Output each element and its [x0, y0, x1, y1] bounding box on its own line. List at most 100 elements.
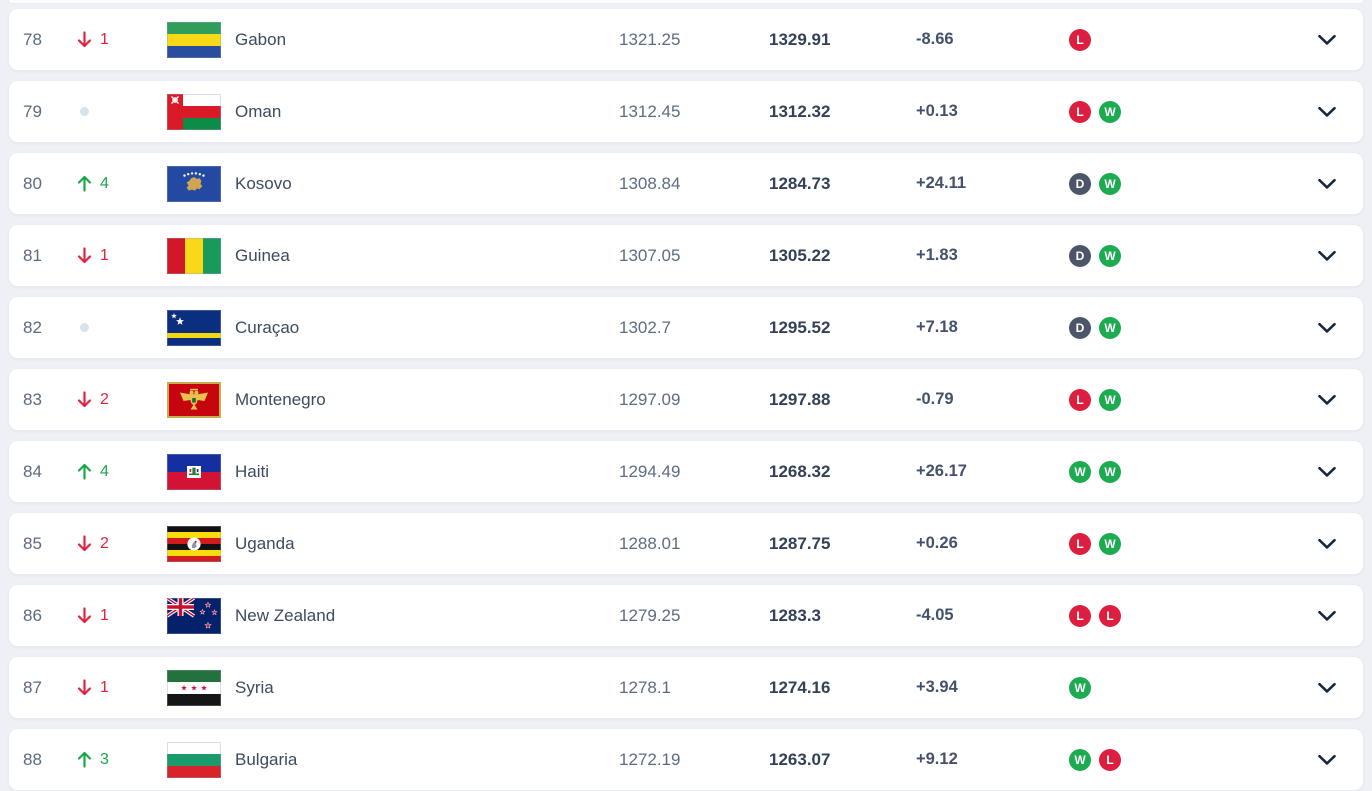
result-badge-l: L [1069, 100, 1091, 123]
movement-value: 2 [100, 534, 109, 552]
expand-row [1305, 679, 1349, 697]
current-points: 1308.84 [619, 173, 681, 193]
expand-row-button[interactable] [1314, 463, 1340, 481]
country-flag [167, 741, 221, 778]
previous-points: 1284.73 [769, 173, 831, 193]
rank-movement: 4 [77, 463, 167, 481]
rank-movement: 1 [77, 607, 167, 625]
previous-points: 1268.32 [769, 461, 831, 481]
movement-icon-slot [77, 463, 95, 480]
movement-icon-slot [77, 751, 95, 768]
expand-row [1305, 391, 1349, 409]
previous-points: 1305.22 [769, 245, 831, 265]
country-name: Haiti [235, 461, 270, 481]
rank-movement: 2 [77, 535, 167, 553]
chevron-down-icon [1318, 682, 1336, 693]
table-row[interactable]: 87 1 Syria 1278.1 1274.16 +3.94 W [8, 656, 1364, 719]
rank-value: 82 [23, 317, 42, 337]
curacao-flag-icon [167, 309, 221, 346]
country-name: New Zealand [235, 605, 336, 625]
country-name: Uganda [235, 533, 295, 553]
oman-flag-icon [167, 93, 221, 130]
rank-movement: 3 [77, 751, 167, 769]
result-badge-w: W [1099, 316, 1121, 339]
expand-row [1305, 247, 1349, 265]
points-change: +0.26 [916, 534, 958, 552]
expand-row [1305, 535, 1349, 553]
rank-movement [77, 323, 167, 332]
chevron-down-icon [1318, 466, 1336, 477]
points-change: +9.12 [916, 750, 958, 768]
current-points: 1288.01 [619, 533, 681, 553]
country-name: Guinea [235, 245, 290, 265]
country-name: Syria [235, 677, 274, 697]
chevron-down-icon [1318, 610, 1336, 621]
expand-row-button[interactable] [1314, 319, 1340, 337]
result-badge-w: W [1099, 244, 1121, 267]
no-change-dot-icon [80, 323, 89, 332]
chevron-down-icon [1318, 538, 1336, 549]
movement-value: 1 [100, 246, 109, 264]
arrow-down-icon [77, 31, 92, 48]
no-change-dot-icon [80, 107, 89, 116]
movement-value: 1 [100, 30, 109, 48]
expand-row [1305, 607, 1349, 625]
recent-results: L [1069, 28, 1305, 51]
rank-value: 81 [23, 245, 42, 265]
expand-row-button[interactable] [1314, 175, 1340, 193]
result-badge-l: L [1099, 604, 1121, 627]
rank-value: 87 [23, 677, 42, 697]
expand-row-button[interactable] [1314, 535, 1340, 553]
movement-icon-slot [77, 107, 95, 116]
expand-row-button[interactable] [1314, 31, 1340, 49]
expand-row-button[interactable] [1314, 103, 1340, 121]
table-row[interactable]: 78 1 Gabon 1321.25 1329.91 -8.66 L [8, 8, 1364, 71]
expand-row-button[interactable] [1314, 751, 1340, 769]
country-flag [167, 525, 221, 562]
arrow-up-icon [77, 175, 92, 192]
chevron-down-icon [1318, 106, 1336, 117]
arrow-up-icon [77, 463, 92, 480]
country-flag [167, 381, 221, 418]
expand-row-button[interactable] [1314, 391, 1340, 409]
expand-row [1305, 175, 1349, 193]
expand-row-button[interactable] [1314, 607, 1340, 625]
expand-row [1305, 319, 1349, 337]
previous-points: 1274.16 [769, 677, 831, 697]
country-flag [167, 165, 221, 202]
points-change: +26.17 [916, 462, 967, 480]
country-name: Gabon [235, 29, 287, 49]
result-badge-w: W [1069, 460, 1091, 483]
rank-value: 80 [23, 173, 42, 193]
arrow-down-icon [77, 535, 92, 552]
result-badge-w: W [1099, 172, 1121, 195]
gabon-flag-icon [167, 21, 221, 58]
country-flag [167, 309, 221, 346]
country-flag [167, 21, 221, 58]
chevron-down-icon [1318, 322, 1336, 333]
partial-row-above [8, 0, 1364, 4]
country-name: Kosovo [235, 173, 292, 193]
result-badge-w: W [1099, 460, 1121, 483]
current-points: 1312.45 [619, 101, 681, 121]
result-badge-w: W [1099, 100, 1121, 123]
expand-row-button[interactable] [1314, 247, 1340, 265]
arrow-down-icon [77, 391, 92, 408]
expand-row-button[interactable] [1314, 679, 1340, 697]
rank-value: 88 [23, 749, 42, 769]
new-zealand-flag-icon [167, 597, 221, 634]
previous-points: 1329.91 [769, 29, 831, 49]
